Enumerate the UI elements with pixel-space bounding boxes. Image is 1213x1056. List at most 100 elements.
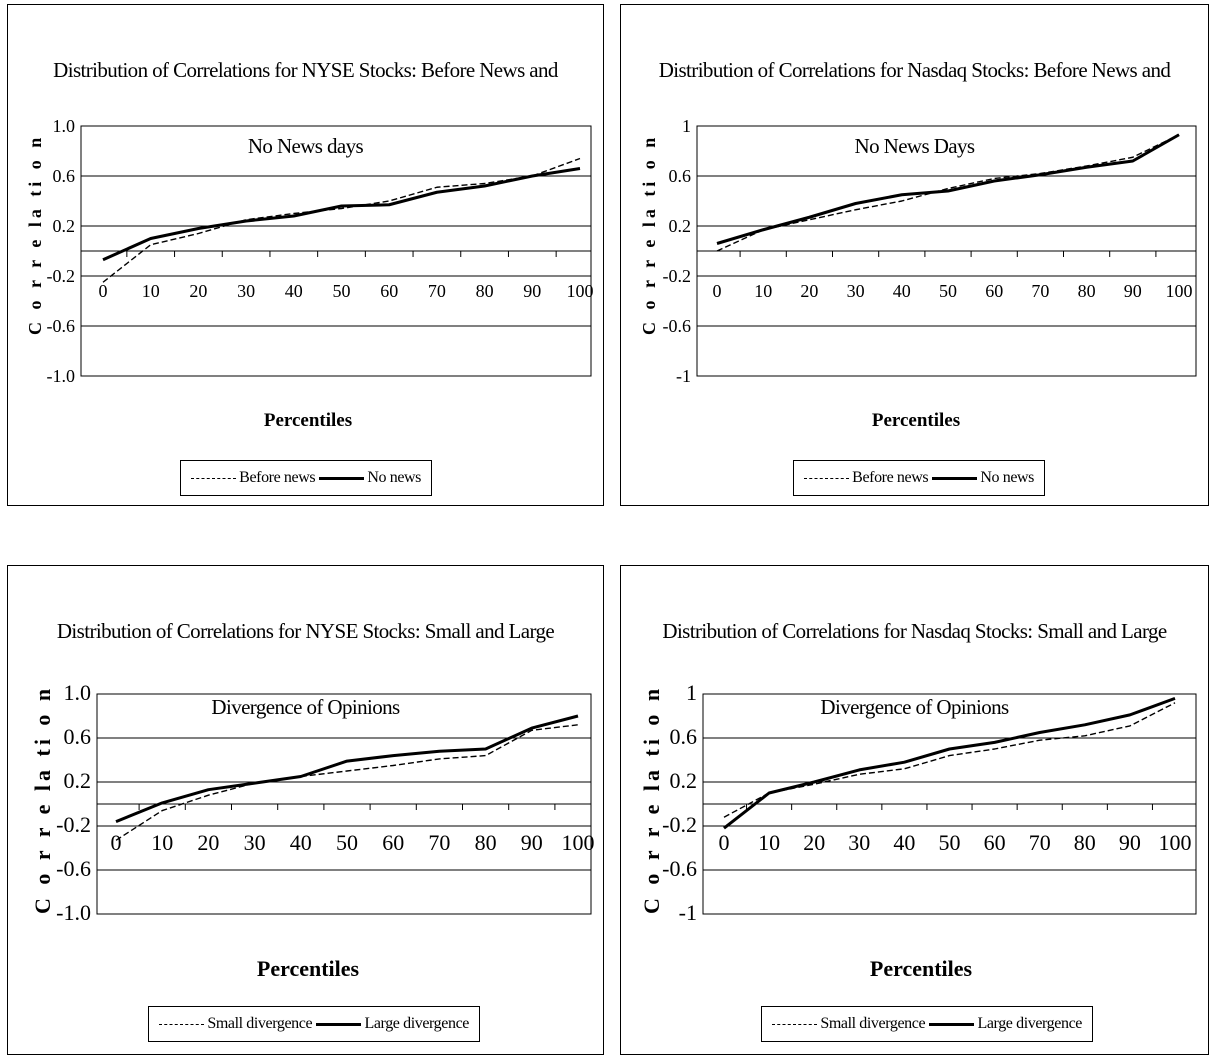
chart-title: Distribution of Correlations for NYSE St… bbox=[28, 13, 583, 203]
series-line-dashed bbox=[716, 134, 1180, 252]
x-tick-label: 20 bbox=[197, 830, 219, 855]
chart-legend: Before news No news bbox=[793, 460, 1045, 496]
x-axis-title: Percentiles bbox=[869, 956, 973, 981]
x-tick-label: 20 bbox=[800, 281, 818, 301]
x-tick-label: 90 bbox=[523, 281, 541, 301]
legend-swatch-solid bbox=[319, 476, 365, 480]
legend-swatch-dashed bbox=[804, 477, 850, 479]
y-tick-label: -0.6 bbox=[56, 856, 91, 881]
x-tick-label: 80 bbox=[475, 830, 497, 855]
legend-label: Before news bbox=[852, 469, 929, 486]
x-tick-label: 60 bbox=[985, 281, 1003, 301]
series-line-dashed bbox=[115, 724, 579, 841]
chart-title-line-1: Distribution of Correlations for NYSE St… bbox=[53, 58, 558, 82]
legend-swatch-dashed bbox=[159, 1023, 205, 1025]
legend-swatch-solid bbox=[929, 1022, 975, 1026]
y-tick-label: 0.2 bbox=[670, 768, 698, 793]
y-tick-label: 1.0 bbox=[64, 680, 92, 705]
chart-legend: Small divergence Large divergence bbox=[148, 1006, 480, 1042]
y-tick-label: 1 bbox=[682, 116, 691, 136]
series-line-solid bbox=[102, 167, 581, 262]
x-tick-label: 80 bbox=[1078, 281, 1096, 301]
series-line-solid bbox=[115, 714, 579, 823]
y-tick-label: -1.0 bbox=[47, 366, 76, 386]
x-tick-label: 30 bbox=[237, 281, 255, 301]
y-tick-label: -1.0 bbox=[56, 900, 91, 925]
x-tick-label: 90 bbox=[1119, 830, 1141, 855]
y-tick-label: 0.6 bbox=[64, 724, 92, 749]
x-tick-label: 100 bbox=[567, 281, 594, 301]
chart-legend: Small divergence Large divergence bbox=[761, 1006, 1093, 1042]
x-axis-title: Percentiles bbox=[871, 410, 961, 431]
x-axis-title: Percentiles bbox=[263, 410, 353, 431]
x-tick-label: 40 bbox=[285, 281, 303, 301]
y-tick-label: 0.6 bbox=[669, 166, 692, 186]
chart-panel-nyse-divergence: Distribution of Correlations for NYSE St… bbox=[7, 565, 604, 1055]
legend-label: Small divergence bbox=[207, 1015, 313, 1032]
x-tick-label: 90 bbox=[521, 830, 543, 855]
x-tick-label: 70 bbox=[1031, 281, 1049, 301]
legend-swatch-solid bbox=[932, 476, 978, 480]
chart-panel-nasdaq-divergence: Distribution of Correlations for Nasdaq … bbox=[620, 565, 1209, 1055]
chart-title: Distribution of Correlations for NYSE St… bbox=[28, 574, 583, 764]
legend-label: No news bbox=[367, 469, 421, 486]
legend-label: Large divergence bbox=[364, 1015, 469, 1032]
series-line-solid bbox=[723, 696, 1176, 830]
y-tick-label: -1 bbox=[676, 366, 691, 386]
x-tick-label: 10 bbox=[142, 281, 160, 301]
x-tick-label: 60 bbox=[382, 830, 404, 855]
legend-label: No news bbox=[980, 469, 1034, 486]
chart-title-line-1: Distribution of Correlations for Nasdaq … bbox=[662, 619, 1167, 643]
chart-title-line-2: Divergence of Opinions bbox=[211, 695, 400, 719]
y-tick-label: 1 bbox=[686, 680, 697, 705]
x-tick-label: 70 bbox=[428, 281, 446, 301]
legend-label: Large divergence bbox=[977, 1015, 1082, 1032]
x-tick-label: 100 bbox=[1166, 281, 1193, 301]
legend-swatch-dashed bbox=[191, 477, 237, 479]
x-tick-label: 40 bbox=[893, 830, 915, 855]
x-tick-label: 70 bbox=[1029, 830, 1051, 855]
chart-plot: 1 0.6 0.2 -0.2 -0.6 -1 0 10 20 30 40 50 60 70 80 90 100 bbox=[663, 116, 1197, 386]
legend-swatch-dashed bbox=[772, 1023, 818, 1025]
chart-plot: 1.0 0.6 0.2 -0.2 -0.6 -1.0 0 10 20 30 40 50 60 70 80 90… bbox=[47, 116, 594, 386]
x-tick-label: 10 bbox=[151, 830, 173, 855]
y-axis-title: C o r r e la ti o n bbox=[639, 133, 659, 335]
x-tick-label: 10 bbox=[758, 830, 780, 855]
chart-title: Distribution of Correlations for Nasdaq … bbox=[641, 574, 1188, 764]
x-tick-label: 60 bbox=[984, 830, 1006, 855]
x-tick-label: 80 bbox=[476, 281, 494, 301]
x-tick-label: 0 bbox=[99, 281, 108, 301]
chart-panel-nyse-news: Distribution of Correlations for NYSE St… bbox=[7, 4, 604, 506]
x-tick-label: 50 bbox=[336, 830, 358, 855]
x-tick-label: 30 bbox=[847, 281, 865, 301]
y-tick-label: 0.6 bbox=[670, 724, 698, 749]
y-tick-label: -0.6 bbox=[47, 316, 76, 336]
x-tick-label: 0 bbox=[713, 281, 722, 301]
y-axis-title: C o r r e la ti o n bbox=[30, 684, 55, 914]
chart-title: Distribution of Correlations for Nasdaq … bbox=[641, 13, 1188, 203]
chart-title-line-1: Distribution of Correlations for Nasdaq … bbox=[658, 58, 1171, 82]
chart-plot: 1.0 0.6 0.2 -0.2 -0.6 -1.0 0 10 20 30 40 50 60 70 80 90… bbox=[56, 680, 595, 925]
y-tick-label: -0.6 bbox=[662, 856, 697, 881]
y-tick-label: 1.0 bbox=[53, 116, 76, 136]
chart-title-line-2: No News Days bbox=[854, 134, 976, 158]
x-tick-label: 100 bbox=[562, 830, 595, 855]
y-tick-label: 0.2 bbox=[64, 768, 92, 793]
x-tick-label: 70 bbox=[428, 830, 450, 855]
x-tick-label: 40 bbox=[290, 830, 312, 855]
x-tick-label: 20 bbox=[189, 281, 207, 301]
y-tick-label: -0.6 bbox=[663, 316, 692, 336]
chart-title-line-2: No News days bbox=[247, 134, 364, 158]
legend-swatch-solid bbox=[316, 1022, 362, 1026]
chart-title-line-2: Divergence of Opinions bbox=[820, 695, 1009, 719]
x-tick-label: 30 bbox=[848, 830, 870, 855]
y-axis-title: C o r r e la ti o n bbox=[25, 133, 45, 335]
y-tick-label: -0.2 bbox=[663, 266, 692, 286]
x-tick-label: 60 bbox=[380, 281, 398, 301]
x-tick-label: 10 bbox=[754, 281, 772, 301]
y-tick-label: 0.2 bbox=[53, 216, 76, 236]
x-tick-label: 40 bbox=[893, 281, 911, 301]
y-tick-label: 0.2 bbox=[669, 216, 692, 236]
y-axis-title: C o r r e la ti o n bbox=[639, 684, 664, 914]
series-line-solid bbox=[716, 133, 1180, 245]
